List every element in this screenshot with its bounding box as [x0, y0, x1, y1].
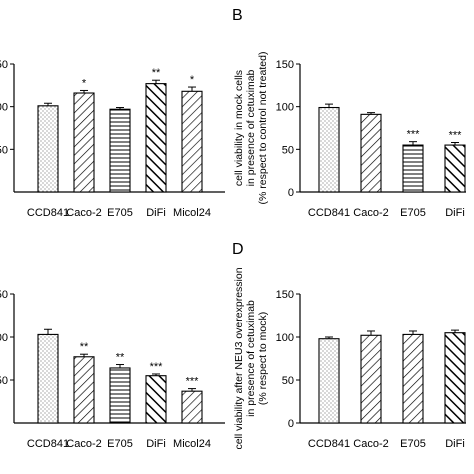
y-tick-label: 0 [288, 187, 294, 199]
y-axis-label-line: in presence of cetuximab [245, 69, 257, 186]
bar [402, 144, 424, 193]
y-tick-label: 150 [276, 59, 294, 71]
y-tick-label: 150 [276, 289, 294, 301]
y-tick-label: 50 [0, 375, 8, 387]
category-label: Caco-2 [353, 207, 388, 219]
bar [145, 375, 167, 424]
bar [109, 367, 131, 424]
significance-label: * [82, 77, 87, 89]
category-label: CCD841 [27, 207, 69, 219]
bar [444, 144, 466, 193]
bar [360, 113, 382, 193]
significance-label: *** [407, 129, 421, 141]
significance-label: *** [186, 376, 200, 388]
chart-panel-b: B 0 50 100 150 cell viability in mock cellsin… [232, 7, 466, 219]
y-tick-label: 00 [0, 102, 8, 114]
bar [318, 106, 340, 193]
category-label: E705 [107, 207, 133, 219]
category-label: Caco-2 [66, 438, 101, 450]
y-tick-label: 50 [282, 144, 294, 156]
bar [37, 105, 59, 193]
bar [109, 108, 131, 193]
y-tick-label: 50 [0, 59, 8, 71]
significance-label: *** [449, 130, 463, 142]
y-axis-label: cell viability after NEU3 overexpression… [233, 267, 269, 449]
bar [37, 333, 59, 424]
category-label: Micol24 [173, 438, 211, 450]
category-label: Caco-2 [353, 438, 388, 450]
y-axis-label-line: cell viability in mock cells [233, 70, 245, 186]
chart-panel-d: D 0 50 100 150 cell viability after NEU3 over… [232, 241, 466, 450]
category-label: DiFi [146, 438, 166, 450]
bar [181, 90, 203, 193]
bar [402, 333, 424, 424]
chart-panel-c: 50 00 50 CCD841 ** Caco-2 ** E705 *** DiFi *** Mico… [0, 289, 225, 450]
y-tick-label: 00 [0, 332, 8, 344]
category-label: E705 [400, 207, 426, 219]
y-axis-label-line: cell viability after NEU3 overexpression [233, 267, 245, 449]
category-label: CCD841 [308, 207, 350, 219]
y-tick-label: 50 [0, 289, 8, 301]
category-label: DiFi [146, 207, 166, 219]
bar [73, 92, 95, 193]
panel-label: D [232, 241, 244, 258]
category-label: Micol24 [173, 207, 211, 219]
y-tick-label: 100 [276, 332, 294, 344]
y-axis-label: cell viability in mock cellsin presence … [233, 52, 269, 205]
category-label: CCD841 [308, 438, 350, 450]
bar [360, 334, 382, 424]
y-tick-label: 50 [0, 144, 8, 156]
y-axis-label-line: (% respect to control not treated) [257, 52, 269, 205]
bar [73, 356, 95, 424]
bar [181, 390, 203, 424]
bar [145, 83, 167, 193]
category-label: CCD841 [27, 438, 69, 450]
significance-label: ** [116, 352, 125, 364]
significance-label: *** [150, 361, 164, 373]
y-tick-label: 50 [282, 375, 294, 387]
significance-label: * [190, 74, 195, 86]
significance-label: ** [152, 67, 161, 79]
y-tick-label: 0 [288, 418, 294, 430]
category-label: DiFi [445, 207, 465, 219]
bar [444, 332, 466, 424]
significance-label: ** [80, 341, 89, 353]
category-label: Caco-2 [66, 207, 101, 219]
y-axis-label-line: in presence of cetuximab [245, 300, 257, 417]
panel-label: B [232, 7, 243, 24]
category-label: E705 [400, 438, 426, 450]
bar [318, 338, 340, 424]
chart-panel-a: 50 00 50 CCD841 * Caco-2 E705 ** DiFi * Micol24 [0, 59, 225, 219]
category-label: E705 [107, 438, 133, 450]
category-label: DiFi [445, 438, 465, 450]
y-tick-label: 100 [276, 102, 294, 114]
y-axis-label-line: (% respect to mock) [257, 312, 269, 405]
